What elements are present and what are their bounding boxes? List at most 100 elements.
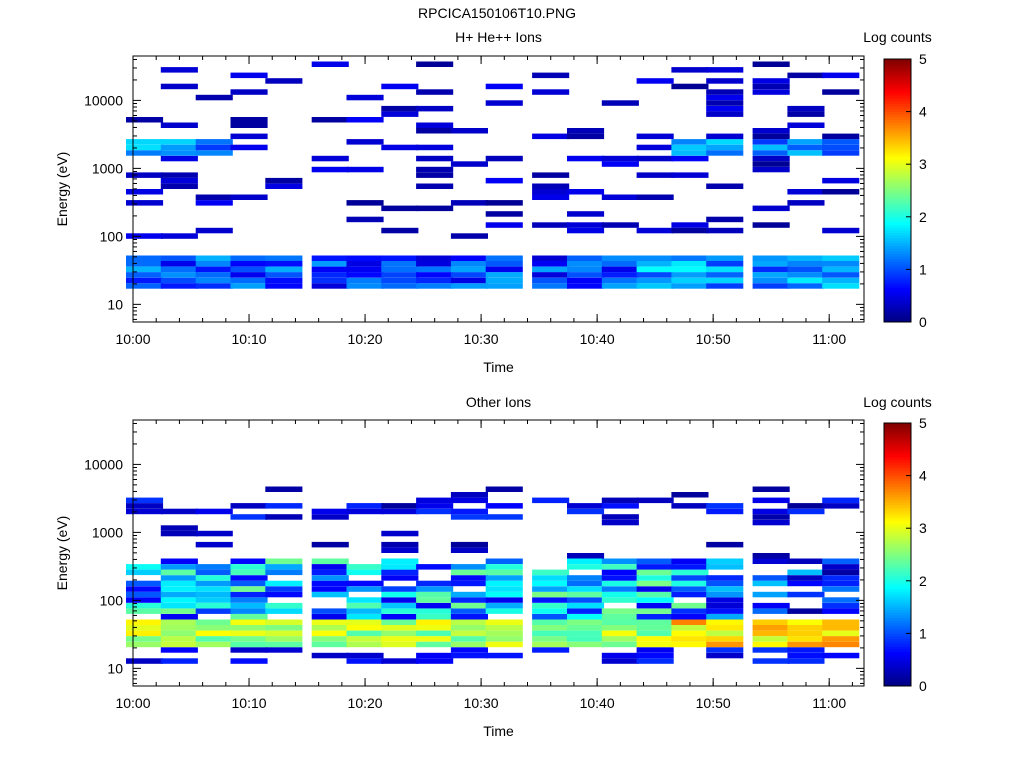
heatmap-cell xyxy=(532,183,570,189)
colorbar: 0 1 2 3 4 5 Log counts xyxy=(863,29,932,330)
heatmap-cell xyxy=(567,564,605,570)
heatmap-cell xyxy=(601,497,639,504)
heatmap-cell xyxy=(230,503,268,509)
colorbar-segment xyxy=(884,277,911,281)
heatmap-cell xyxy=(311,261,349,267)
heatmap-cell xyxy=(822,597,860,603)
heatmap-cell xyxy=(601,272,639,278)
colorbar-segment xyxy=(884,512,911,516)
heatmap-cell xyxy=(160,233,198,239)
heatmap-cell xyxy=(601,586,639,592)
colorbar-segment xyxy=(884,201,911,205)
heatmap-cell xyxy=(230,89,268,95)
heatmap-cell xyxy=(532,641,570,648)
heatmap-cell xyxy=(532,272,570,278)
heatmap-cell xyxy=(311,569,349,576)
heatmap-cell xyxy=(671,277,709,284)
heatmap-cell xyxy=(381,586,419,592)
heatmap-cell xyxy=(160,144,198,151)
heatmap-cell xyxy=(567,575,605,581)
heatmap-cell xyxy=(636,652,674,659)
heatmap-cell xyxy=(601,597,639,603)
heatmap-cell xyxy=(346,614,384,620)
heatmap-cell xyxy=(311,591,349,598)
colorbar-tick-label: 2 xyxy=(919,573,927,589)
heatmap-cell xyxy=(126,189,164,195)
colorbar-segment xyxy=(884,488,911,492)
heatmap-cell xyxy=(381,602,419,609)
heatmap-cell xyxy=(195,194,233,200)
colorbar-segment xyxy=(884,520,911,524)
heatmap-cell xyxy=(706,591,744,598)
heatmap-cell xyxy=(822,261,860,267)
heatmap-cell xyxy=(601,255,639,261)
heatmap-cell xyxy=(532,222,570,228)
heatmap-cell xyxy=(567,553,605,559)
heatmap-cell xyxy=(671,575,709,581)
panel-title: Other Ions xyxy=(466,394,531,410)
colorbar-tick-label: 4 xyxy=(919,104,927,120)
heatmap-cell xyxy=(532,647,570,653)
heatmap-cell xyxy=(822,586,860,592)
heatmap-cell xyxy=(416,497,454,504)
heatmap-cell xyxy=(532,619,570,625)
heatmap-cell xyxy=(416,255,454,261)
heatmap-cell xyxy=(311,514,349,520)
colorbar-segment xyxy=(884,588,911,592)
heatmap-cell xyxy=(671,139,709,145)
heatmap-cell xyxy=(601,580,639,587)
heatmap-cell xyxy=(601,608,639,614)
heatmap-cell xyxy=(532,283,570,289)
heatmap-cell xyxy=(265,266,303,273)
heatmap-cell xyxy=(160,608,198,614)
colorbar-segment xyxy=(884,607,911,611)
colorbar-segment xyxy=(884,279,911,283)
heatmap-cell xyxy=(160,139,198,145)
heatmap-cell xyxy=(195,144,233,151)
heatmap-cell xyxy=(230,614,268,620)
heatmap-cell xyxy=(532,255,570,261)
heatmap-cell xyxy=(230,261,268,267)
y-tick-label: 10 xyxy=(107,660,123,676)
heatmap-cell xyxy=(752,133,790,140)
heatmap-cell xyxy=(822,72,860,79)
heatmap-cell xyxy=(485,266,523,273)
colorbar-segment xyxy=(884,195,911,199)
colorbar-segment xyxy=(884,501,911,505)
heatmap-cell xyxy=(195,200,233,206)
colorbar-segment xyxy=(884,250,911,255)
heatmap-cell xyxy=(601,222,639,228)
heatmap-cell xyxy=(416,641,454,648)
heatmap-cell xyxy=(265,558,303,564)
heatmap-cell xyxy=(126,283,164,289)
heatmap-cell xyxy=(160,122,198,128)
heatmap-cell xyxy=(671,266,709,273)
heatmap-cell xyxy=(450,597,488,603)
heatmap-cell xyxy=(230,602,268,609)
heatmap-cell xyxy=(381,144,419,151)
heatmap-cell xyxy=(416,608,454,614)
colorbar-segment xyxy=(884,116,911,120)
heatmap-cell xyxy=(601,636,639,642)
heatmap-cell xyxy=(265,619,303,625)
heatmap-cell xyxy=(265,255,303,261)
heatmap-cell xyxy=(450,636,488,642)
heatmap-cell xyxy=(381,503,419,509)
heatmap-cell xyxy=(195,255,233,261)
heatmap-cell xyxy=(601,519,639,526)
heatmap-cell xyxy=(160,580,198,587)
colorbar-frame xyxy=(883,58,912,323)
colorbar-segment xyxy=(884,143,911,147)
heatmap-cell xyxy=(706,597,744,603)
heatmap-cell xyxy=(532,608,570,614)
colorbar-segment xyxy=(884,95,911,99)
heatmap-cell xyxy=(346,569,384,576)
colorbar-segment xyxy=(884,678,911,682)
heatmap-cell xyxy=(230,569,268,576)
heatmap-cell xyxy=(567,255,605,261)
heatmap-cell xyxy=(381,530,419,537)
heatmap-cell xyxy=(160,619,198,625)
colorbar-segment xyxy=(884,586,911,590)
heatmap-cell xyxy=(381,558,419,564)
colorbar-segment xyxy=(884,496,911,500)
